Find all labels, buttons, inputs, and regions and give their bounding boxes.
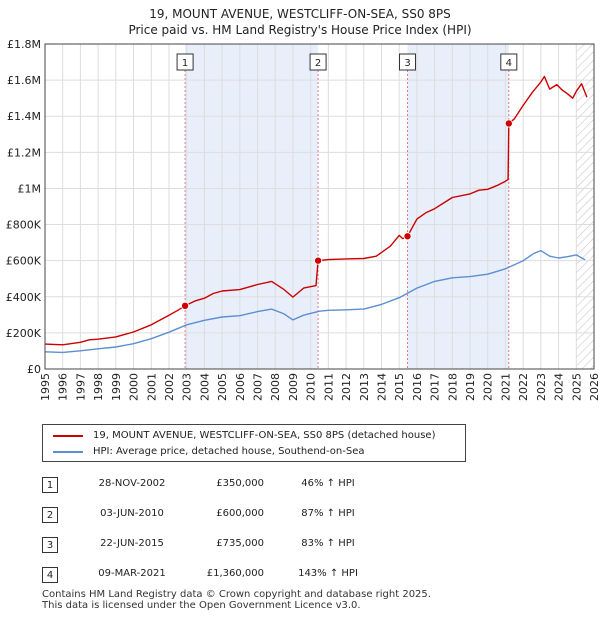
footer-attribution: Contains HM Land Registry data © Crown c… [42,589,431,611]
x-tick-label: 2015 [393,373,406,401]
sale-hpi-change: 46% ↑ HPI [301,478,355,489]
sale-number-box [399,53,417,71]
x-tick-label: 2020 [482,373,495,401]
x-tick-label: 2026 [588,373,600,401]
x-tick-label: 2010 [305,373,318,401]
y-tick-label: £1.2M [7,146,41,159]
sale-hpi-change: 143% ↑ HPI [298,568,358,579]
shaded-band [185,44,319,369]
y-tick-label: £1.6M [7,74,41,87]
plot-area [45,44,594,369]
sale-point [403,232,412,241]
sale-number-label: 4 [506,58,512,69]
x-tick-label: 1999 [110,373,123,401]
x-tick-label: 2012 [340,373,353,401]
x-tick-label: 2018 [446,373,459,401]
x-tick-label: 2014 [375,373,388,401]
sale-number-badge: 4 [42,567,58,583]
sale-number-badge: 2 [42,507,58,523]
legend-label-hpi: HPI: Average price, detached house, Sout… [93,446,365,457]
sale-price: £350,000 [216,478,264,489]
y-tick-label: £200K [6,327,42,340]
sale-date: 22-JUN-2015 [100,538,164,549]
sale-date: 03-JUN-2010 [100,508,164,519]
chart-title: 19, MOUNT AVENUE, WESTCLIFF-ON-SEA, SS0 … [149,7,451,21]
y-tick-label: £400K [6,291,42,304]
sale-price: £600,000 [216,508,264,519]
y-tick-label: £600K [6,255,42,268]
x-tick-label: 2022 [517,373,530,401]
sale-point [314,256,323,265]
sale-point [181,301,190,310]
x-tick-label: 2017 [429,373,442,401]
x-tick-label: 2005 [216,373,229,401]
sale-date: 09-MAR-2021 [98,568,166,579]
sale-number-badge: 3 [42,537,58,553]
y-tick-label: £1M [18,182,42,195]
x-tick-label: 2023 [535,373,548,401]
sale-price: £1,360,000 [206,568,264,579]
sale-point [504,119,513,128]
x-tick-label: 2006 [234,373,247,401]
sale-number-badge: 1 [42,477,58,493]
sales-table: 1 28-NOV-2002 £350,000 46% ↑ HPI 2 03-JU… [42,472,562,592]
price-chart: £0 £200K £400K £600K £800K £1M £1.2M £1.4M £1.6M… [6,38,600,401]
x-tick-label: 2016 [411,373,424,401]
sale-row: 2 03-JUN-2010 £600,000 87% ↑ HPI [42,502,562,532]
x-tick-label: 2003 [181,373,194,401]
sale-number-label: 1 [182,58,188,69]
x-tick-label: 2011 [322,373,335,401]
x-tick-label: 1998 [92,373,105,401]
legend-swatch-hpi [53,451,83,453]
legend-swatch-property [53,435,83,437]
sale-hpi-change: 87% ↑ HPI [301,508,355,519]
sale-number-box [309,53,327,71]
sale-row: 4 09-MAR-2021 £1,360,000 143% ↑ HPI [42,562,562,592]
x-tick-label: 2001 [145,373,158,401]
forecast-hatch [576,44,594,369]
sale-date: 28-NOV-2002 [98,478,166,489]
sale-number-box [500,53,518,71]
x-tick-label: 2013 [358,373,371,401]
legend-label-property: 19, MOUNT AVENUE, WESTCLIFF-ON-SEA, SS0 … [93,430,436,441]
x-tick-label: 2000 [128,373,141,401]
x-tick-label: 2019 [464,373,477,401]
footer-copyright: Contains HM Land Registry data © Crown c… [42,589,431,600]
x-tick-label: 2025 [570,373,583,401]
y-tick-label: £0 [27,363,41,376]
x-tick-label: 2004 [198,373,211,401]
chart-subtitle: Price paid vs. HM Land Registry's House … [128,23,472,37]
y-tick-label: £1.4M [7,110,41,123]
footer-licence: This data is licensed under the Open Gov… [42,600,361,611]
x-tick-label: 2009 [287,373,300,401]
x-tick-label: 2007 [252,373,265,401]
shaded-band [407,44,509,369]
x-tick-label: 1995 [39,373,52,401]
x-tick-label: 1997 [74,373,87,401]
sale-row: 3 22-JUN-2015 £735,000 83% ↑ HPI [42,532,562,562]
property-price-line [44,75,588,346]
x-tick-label: 2021 [499,373,512,401]
chart-title-block: 19, MOUNT AVENUE, WESTCLIFF-ON-SEA, SS0 … [0,6,600,38]
x-tick-label: 2024 [553,373,566,401]
sale-number-label: 2 [315,58,321,69]
x-tick-label: 2008 [269,373,282,401]
x-tick-label: 2002 [163,373,176,401]
chart-legend: 19, MOUNT AVENUE, WESTCLIFF-ON-SEA, SS0 … [42,424,466,462]
sale-number-label: 3 [404,58,410,69]
sale-hpi-change: 83% ↑ HPI [301,538,355,549]
x-tick-label: 1996 [57,373,70,401]
sale-price: £735,000 [216,538,264,549]
sale-row: 1 28-NOV-2002 £350,000 46% ↑ HPI [42,472,562,502]
hpi-line [44,250,586,354]
y-tick-label: £800K [6,219,42,232]
plot-frame [44,43,595,370]
y-tick-label: £1.8M [7,38,41,51]
sale-number-box [176,53,194,71]
